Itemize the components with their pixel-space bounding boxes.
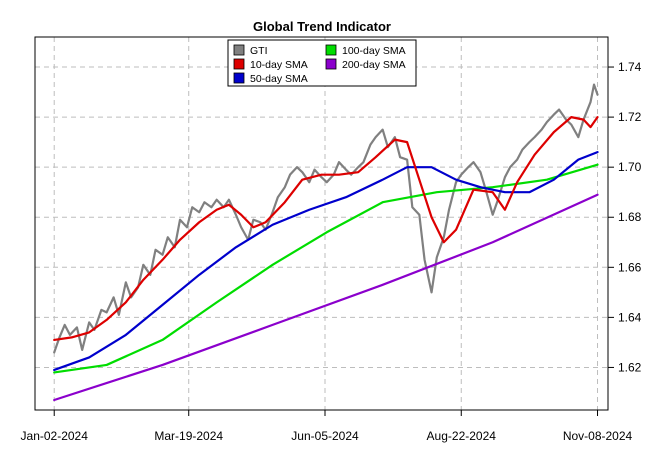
x-tick-label: Nov-08-2024	[563, 429, 633, 443]
plot-frame	[34, 36, 609, 411]
series-lines	[53, 83, 599, 402]
y-tick-label: 1.68	[618, 210, 642, 224]
legend-swatch	[233, 58, 245, 70]
legend-swatch	[325, 44, 337, 56]
legend-label: GTI	[250, 45, 268, 57]
y-tick-label: 1.66	[618, 260, 642, 274]
legend-swatch	[233, 44, 245, 56]
legend-label: 10-day SMA	[250, 59, 308, 71]
legend-box	[227, 39, 417, 87]
legend-label: 50-day SMA	[250, 73, 308, 85]
series-line-200-day-sma	[53, 193, 599, 402]
y-axis: 1.62 1.64 1.66 1.68 1.70 1.72 1.74	[608, 60, 642, 374]
y-tick-label: 1.72	[618, 110, 642, 124]
y-tick-label: 1.70	[618, 160, 642, 174]
chart-title: Global Trend Indicator	[253, 19, 391, 34]
y-tick-label: 1.74	[618, 60, 642, 74]
x-tick-label: Aug-22-2024	[427, 429, 497, 443]
y-tick-label: 1.64	[618, 310, 642, 324]
series-line-10-day-sma	[53, 116, 599, 342]
grid-lines	[35, 37, 608, 410]
series-line-50-day-sma	[53, 151, 599, 372]
legend-label: 100-day SMA	[342, 45, 406, 57]
series-line-gti	[53, 83, 599, 354]
x-axis: Jan-02-2024 Mar-19-2024 Jun-05-2024 Aug-22-…	[21, 410, 633, 443]
x-tick-label: Jun-05-2024	[291, 429, 359, 443]
x-tick-label: Mar-19-2024	[154, 429, 223, 443]
series-line-100-day-sma	[53, 163, 599, 374]
legend-swatch	[325, 58, 337, 70]
legend-swatch	[233, 72, 245, 84]
legend: GTI 10-day SMA 50-day SMA 100-day SMA 200-da…	[227, 39, 417, 87]
y-tick-label: 1.62	[618, 360, 642, 374]
x-tick-label: Jan-02-2024	[21, 429, 89, 443]
legend-label: 200-day SMA	[342, 59, 406, 71]
